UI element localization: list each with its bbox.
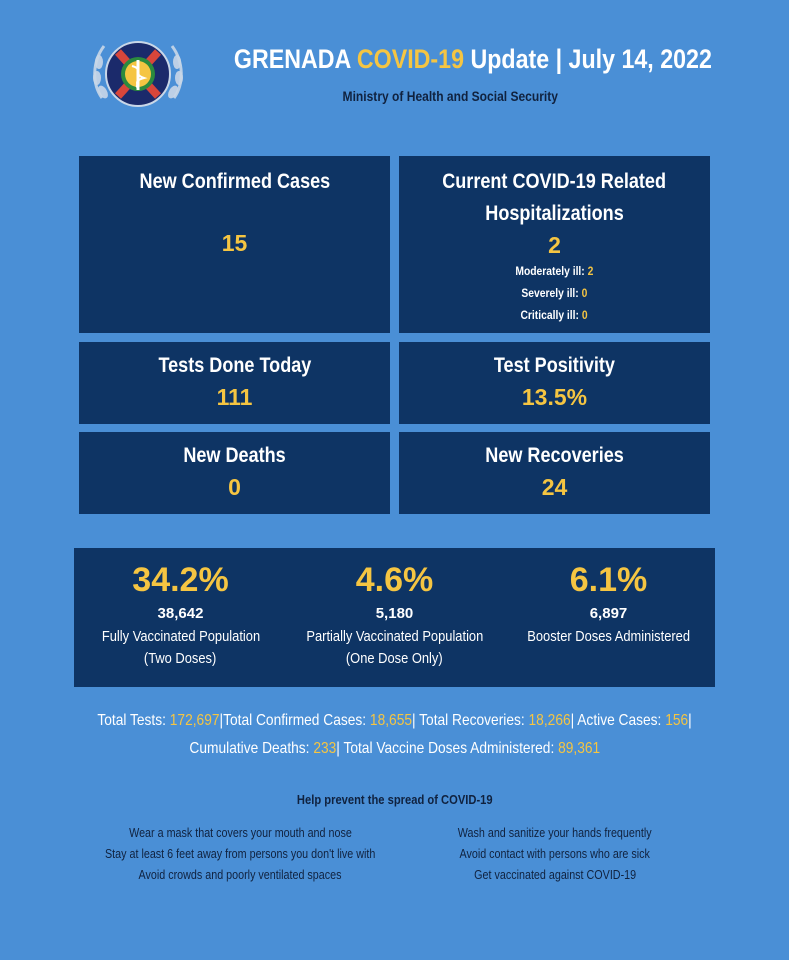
row-label: Critically ill:	[520, 308, 583, 322]
hospitalizations-card: Current COVID-19 Related Hospitalization…	[399, 156, 710, 333]
card-label-line1: Current COVID-19 Related	[442, 170, 667, 193]
prevention-title-text: Help prevent the spread of COVID-19	[296, 792, 493, 807]
card-label: New Recoveries	[485, 444, 624, 467]
active-cases-value: 156	[665, 712, 689, 729]
row-value: 2	[587, 264, 594, 278]
booster-doses-stat: 6.1% 6,897 Booster Doses Administered	[502, 558, 715, 648]
title-accent: COVID-19	[356, 44, 465, 74]
page-subtitle: Ministry of Health and Social Security	[195, 88, 705, 104]
tip-item: Wash and sanitize your hands frequently	[458, 826, 652, 840]
new-deaths-card: New Deaths 0	[79, 432, 390, 514]
severely-ill-row: Severely ill: 0	[399, 282, 710, 304]
subtitle-text: Ministry of Health and Social Security	[342, 88, 558, 104]
new-confirmed-cases-card: New Confirmed Cases 15	[79, 156, 390, 333]
tests-done-today-card: Tests Done Today 111	[79, 342, 390, 424]
vax-count: 5,180	[375, 605, 414, 622]
row-value: 0	[582, 308, 589, 322]
prevention-tips-left: Wear a mask that covers your mouth and n…	[60, 823, 420, 886]
vax-percent: 34.2%	[132, 561, 229, 599]
tip-item: Get vaccinated against COVID-19	[474, 868, 636, 882]
card-label: New Confirmed Cases	[139, 170, 330, 193]
card-label: Test Positivity	[493, 354, 616, 377]
fully-vaccinated-stat: 34.2% 38,642 Fully Vaccinated Population…	[74, 558, 287, 670]
card-value: 15	[221, 230, 248, 256]
vax-percent: 6.1%	[569, 561, 648, 599]
vax-desc-line1: Partially Vaccinated Population	[306, 628, 483, 645]
prevention-title: Help prevent the spread of COVID-19	[0, 792, 789, 807]
new-recoveries-card: New Recoveries 24	[399, 432, 710, 514]
title-prefix: GRENADA	[233, 44, 357, 74]
card-label: Tests Done Today	[158, 354, 311, 377]
row-label: Moderately ill:	[515, 264, 588, 278]
moderately-ill-row: Moderately ill: 2	[399, 260, 710, 282]
separator: |	[688, 712, 692, 729]
totals-line-2: Cumulative Deaths: 233| Total Vaccine Do…	[40, 740, 749, 758]
vax-desc-line1: Booster Doses Administered	[527, 628, 690, 645]
vaccination-panel: 34.2% 38,642 Fully Vaccinated Population…	[74, 548, 715, 687]
card-value: 2	[548, 232, 561, 258]
vax-count: 6,897	[589, 605, 628, 622]
total-confirmed-value: 18,655	[369, 712, 412, 729]
vax-desc-line2: (Two Doses)	[144, 650, 217, 667]
total-vaccine-value: 89,361	[557, 740, 600, 757]
total-confirmed-label: |Total Confirmed Cases:	[219, 712, 370, 729]
card-label: New Deaths	[183, 444, 286, 467]
card-value: 0	[228, 474, 241, 500]
total-vaccine-label: | Total Vaccine Doses Administered:	[335, 740, 558, 757]
total-recoveries-label: | Total Recoveries:	[411, 712, 529, 729]
total-recoveries-value: 18,266	[528, 712, 571, 729]
cumulative-deaths-label: Cumulative Deaths:	[189, 740, 314, 757]
title-suffix: Update | July 14, 2022	[464, 44, 712, 74]
card-value: 111	[216, 384, 253, 410]
vax-desc-line1: Fully Vaccinated Population	[101, 628, 260, 645]
page-title: GRENADA COVID-19 Update | July 14, 2022	[195, 44, 712, 75]
vax-count: 38,642	[157, 605, 204, 622]
critically-ill-row: Critically ill: 0	[399, 304, 710, 326]
tip-item: Stay at least 6 feet away from persons y…	[104, 847, 376, 861]
cumulative-deaths-value: 233	[313, 740, 336, 757]
vax-percent: 4.6%	[355, 561, 434, 599]
tip-item: Wear a mask that covers your mouth and n…	[128, 826, 352, 840]
ministry-of-health-emblem-icon	[88, 32, 188, 120]
test-positivity-card: Test Positivity 13.5%	[399, 342, 710, 424]
card-value: 24	[541, 474, 568, 500]
prevention-tips-right: Wash and sanitize your hands frequently …	[380, 823, 730, 886]
card-value: 13.5%	[521, 384, 588, 410]
total-tests-label: Total Tests:	[97, 712, 170, 729]
active-cases-label: | Active Cases:	[570, 712, 666, 729]
vax-desc-line2: (One Dose Only)	[346, 650, 443, 667]
partially-vaccinated-stat: 4.6% 5,180 Partially Vaccinated Populati…	[288, 558, 501, 670]
total-tests-value: 172,697	[169, 712, 220, 729]
card-label-line2: Hospitalizations	[485, 202, 624, 225]
row-label: Severely ill:	[521, 286, 582, 300]
row-value: 0	[581, 286, 588, 300]
tip-item: Avoid crowds and poorly ventilated space…	[138, 868, 342, 882]
tip-item: Avoid contact with persons who are sick	[459, 847, 651, 861]
totals-line-1: Total Tests: 172,697|Total Confirmed Cas…	[40, 712, 749, 730]
